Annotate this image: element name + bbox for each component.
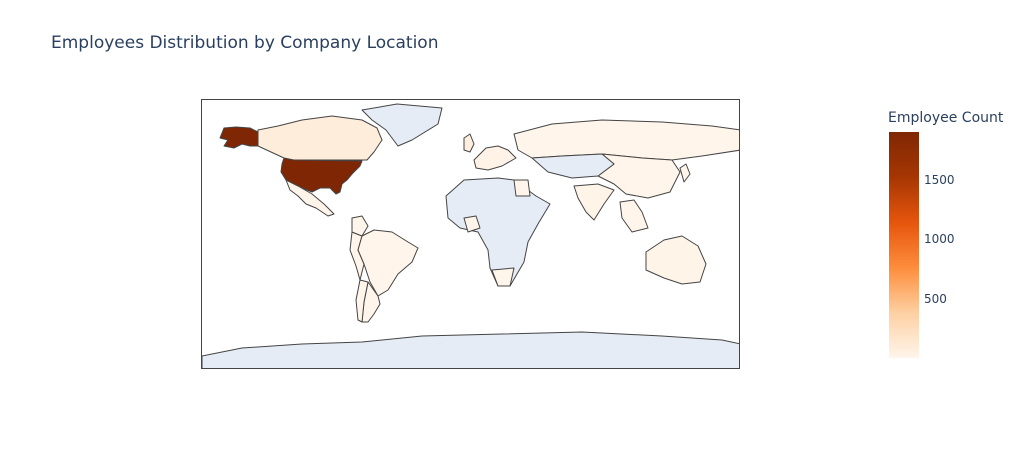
region-india[interactable]: India: 15 bbox=[573, 183, 615, 221]
region-egypt[interactable]: Egypt: 2 bbox=[513, 179, 531, 197]
colorbar-title: Employee Count bbox=[888, 110, 1004, 126]
colorbar-tick-label: 1000 bbox=[924, 232, 955, 247]
region-united-kingdom[interactable]: United Kingdom: 60 bbox=[463, 133, 475, 153]
map-title: Employees Distribution by Company Locati… bbox=[51, 33, 439, 53]
region-canada[interactable]: Canada: 80 bbox=[257, 115, 383, 161]
region-chile[interactable]: Chile: 2 bbox=[355, 279, 369, 323]
colorbar-tick-mark bbox=[919, 239, 924, 241]
region-antarctica[interactable]: Antarctica bbox=[202, 331, 740, 369]
colorbar-tick-mark bbox=[919, 179, 924, 181]
world-map-svg[interactable]: United States: 1900Alaska (United States… bbox=[202, 100, 740, 369]
region-western-europe[interactable]: Western Europe: 20 bbox=[473, 145, 517, 171]
region-japan[interactable]: Japan: 5 bbox=[679, 163, 691, 183]
region-brazil[interactable]: Brazil: 5 bbox=[357, 229, 419, 297]
region-australia[interactable]: Australia: 15 bbox=[645, 235, 707, 285]
region-central-asia[interactable]: Central Asia bbox=[531, 153, 615, 179]
region-alaska-united-states[interactable]: Alaska (United States): 1900 bbox=[219, 126, 259, 149]
colorbar-tick-mark bbox=[919, 298, 924, 300]
colorbar-tick-label: 1500 bbox=[924, 172, 955, 187]
colorbar-tick-label: 500 bbox=[924, 291, 947, 306]
colorbar bbox=[889, 132, 919, 358]
region-russia[interactable]: Russia: 2 bbox=[513, 119, 740, 161]
region-southeast-asia[interactable]: Southeast Asia: 3 bbox=[619, 199, 649, 233]
region-colombia[interactable]: Colombia: 3 bbox=[351, 215, 369, 237]
region-south-africa[interactable]: South Africa: 3 bbox=[491, 267, 515, 287]
region-greenland[interactable]: Greenland bbox=[361, 103, 443, 147]
region-nigeria[interactable]: Nigeria: 3 bbox=[463, 215, 481, 233]
region-mexico[interactable]: Mexico: 10 bbox=[285, 179, 335, 217]
choropleth-map[interactable]: United States: 1900Alaska (United States… bbox=[201, 99, 740, 369]
